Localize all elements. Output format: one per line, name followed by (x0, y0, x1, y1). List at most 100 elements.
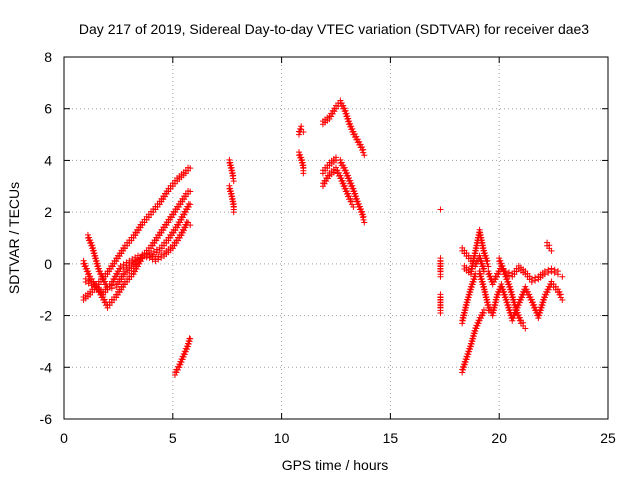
data-point (228, 164, 235, 171)
data-point (529, 299, 536, 306)
data-point (183, 218, 190, 225)
data-points (80, 97, 566, 379)
data-point (548, 247, 555, 254)
data-point (98, 270, 105, 277)
data-point (350, 203, 357, 210)
data-point (503, 273, 510, 280)
y-tick-label: -6 (40, 411, 53, 427)
data-point (300, 170, 307, 177)
data-point (81, 260, 88, 267)
data-point (437, 206, 444, 213)
data-point (297, 151, 304, 158)
data-point (498, 281, 505, 288)
data-point (230, 172, 237, 179)
data-point (227, 162, 234, 169)
data-point (187, 165, 194, 172)
data-point (515, 312, 522, 319)
data-point (512, 304, 519, 311)
data-point (531, 301, 538, 308)
data-point (480, 247, 487, 254)
data-point (485, 301, 492, 308)
data-point (80, 257, 87, 264)
data-point (349, 182, 356, 189)
data-point (554, 268, 561, 275)
x-tick-label: 20 (491, 430, 507, 446)
data-point (502, 270, 509, 277)
data-point (298, 123, 305, 130)
data-point (95, 262, 102, 269)
data-point (500, 286, 507, 293)
data-point (482, 252, 489, 259)
data-point (501, 268, 508, 275)
chart-title: Day 217 of 2019, Sidereal Day-to-day VTE… (79, 21, 589, 37)
data-point (338, 159, 345, 166)
data-point (437, 273, 444, 280)
data-point (356, 138, 363, 145)
data-point (347, 195, 354, 202)
data-point (527, 293, 534, 300)
data-point (86, 234, 93, 241)
data-point (353, 195, 360, 202)
data-point (299, 159, 306, 166)
data-point (484, 257, 491, 264)
data-point (296, 149, 303, 156)
data-point (478, 237, 485, 244)
data-point (551, 266, 558, 273)
data-point (345, 115, 352, 122)
data-point (337, 97, 344, 104)
data-point (478, 273, 485, 280)
x-tick-label: 0 (60, 430, 68, 446)
data-point (230, 203, 237, 210)
data-point (354, 136, 361, 143)
data-point (187, 335, 194, 342)
data-point (526, 291, 533, 298)
data-point (479, 239, 486, 246)
data-point (359, 208, 366, 215)
y-tick-label: 0 (44, 256, 52, 272)
data-point (97, 268, 104, 275)
data-point (344, 112, 351, 119)
data-point (497, 257, 504, 264)
data-point (344, 172, 351, 179)
data-point (483, 293, 490, 300)
data-point (478, 234, 485, 241)
data-point (509, 291, 516, 298)
data-point (471, 273, 478, 280)
data-point (339, 177, 346, 184)
data-point (102, 278, 109, 285)
data-point (532, 304, 539, 311)
data-point (82, 262, 89, 269)
data-point (101, 296, 108, 303)
data-point (337, 172, 344, 179)
data-point (88, 239, 95, 246)
data-point (357, 141, 364, 148)
data-point (351, 131, 358, 138)
data-point (532, 274, 539, 281)
data-point (342, 167, 349, 174)
plot-frame (63, 56, 609, 420)
data-point (546, 242, 553, 249)
y-tick-label: 2 (44, 204, 52, 220)
data-point (477, 229, 484, 236)
data-point (506, 306, 513, 313)
data-point (300, 128, 307, 135)
data-point (337, 156, 344, 163)
data-point (84, 268, 91, 275)
data-point (92, 255, 99, 262)
data-point (548, 265, 555, 272)
data-point (340, 180, 347, 187)
data-point (479, 309, 486, 316)
y-tick-label: -2 (40, 308, 53, 324)
data-point (341, 105, 348, 112)
data-point (229, 167, 236, 174)
data-point (333, 154, 339, 161)
data-point (229, 195, 236, 202)
data-point (528, 275, 535, 282)
data-point (500, 288, 507, 295)
data-point (230, 198, 237, 205)
data-point (524, 288, 531, 295)
data-point (476, 226, 483, 233)
data-point (116, 265, 123, 272)
data-point (227, 187, 234, 194)
data-point (499, 262, 506, 269)
